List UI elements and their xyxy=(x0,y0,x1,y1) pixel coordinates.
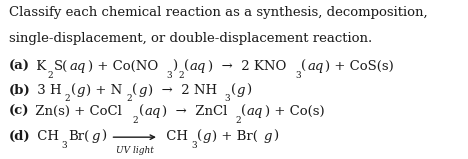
Text: ) + N: ) + N xyxy=(86,84,122,97)
Text: (: ( xyxy=(71,84,76,97)
Text: g: g xyxy=(263,130,272,143)
Text: single-displacement, or double-displacement reaction.: single-displacement, or double-displacem… xyxy=(8,32,372,45)
Text: (c): (c) xyxy=(8,105,29,118)
Text: 3: 3 xyxy=(61,141,67,150)
Text: ) + Co(s): ) + Co(s) xyxy=(265,105,325,118)
Text: aq: aq xyxy=(247,105,263,118)
Text: 3: 3 xyxy=(166,71,172,80)
Text: (: ( xyxy=(139,105,144,118)
Text: g: g xyxy=(138,84,146,97)
Text: 2: 2 xyxy=(235,116,241,125)
Text: Br(: Br( xyxy=(68,130,89,143)
Text: )  →  ZnCl: ) → ZnCl xyxy=(162,105,228,118)
Text: UV light: UV light xyxy=(116,146,154,156)
Text: (: ( xyxy=(231,84,236,97)
Text: (: ( xyxy=(241,105,247,118)
Text: g: g xyxy=(91,130,100,143)
Text: ) + Co(NO: ) + Co(NO xyxy=(88,60,158,73)
Text: K: K xyxy=(32,60,46,73)
Text: (: ( xyxy=(132,84,138,97)
Text: (: ( xyxy=(301,60,307,73)
Text: g: g xyxy=(76,84,85,97)
Text: Zn(s) + CoCl: Zn(s) + CoCl xyxy=(31,105,122,118)
Text: Classify each chemical reaction as a synthesis, decomposition,: Classify each chemical reaction as a syn… xyxy=(8,6,427,19)
Text: ) + Br(: ) + Br( xyxy=(212,130,258,143)
Text: 3 H: 3 H xyxy=(33,84,61,97)
Text: (b): (b) xyxy=(8,84,30,97)
Text: 3: 3 xyxy=(224,94,230,103)
Text: CH: CH xyxy=(33,130,58,143)
Text: ): ) xyxy=(246,84,251,97)
Text: 2: 2 xyxy=(178,71,183,80)
Text: )  →  2 KNO: ) → 2 KNO xyxy=(208,60,286,73)
Text: ): ) xyxy=(172,60,177,73)
Text: 2: 2 xyxy=(132,116,138,125)
Text: (a): (a) xyxy=(8,60,29,73)
Text: 3: 3 xyxy=(191,141,197,150)
Text: aq: aq xyxy=(190,60,206,73)
Text: aq: aq xyxy=(144,105,161,118)
Text: )  →  2 NH: ) → 2 NH xyxy=(147,84,217,97)
Text: ): ) xyxy=(273,130,278,143)
Text: ): ) xyxy=(101,130,106,143)
Text: g: g xyxy=(236,84,245,97)
Text: 3: 3 xyxy=(295,71,301,80)
Text: (: ( xyxy=(197,130,202,143)
Text: S(: S( xyxy=(54,60,68,73)
Text: CH: CH xyxy=(162,130,188,143)
Text: ) + CoS(s): ) + CoS(s) xyxy=(325,60,394,73)
Text: (: ( xyxy=(184,60,190,73)
Text: 2: 2 xyxy=(65,94,70,103)
Text: (d): (d) xyxy=(8,130,30,143)
Text: 2: 2 xyxy=(48,71,53,80)
Text: g: g xyxy=(203,130,212,143)
Text: aq: aq xyxy=(70,60,86,73)
Text: 2: 2 xyxy=(126,94,132,103)
Text: aq: aq xyxy=(307,60,323,73)
